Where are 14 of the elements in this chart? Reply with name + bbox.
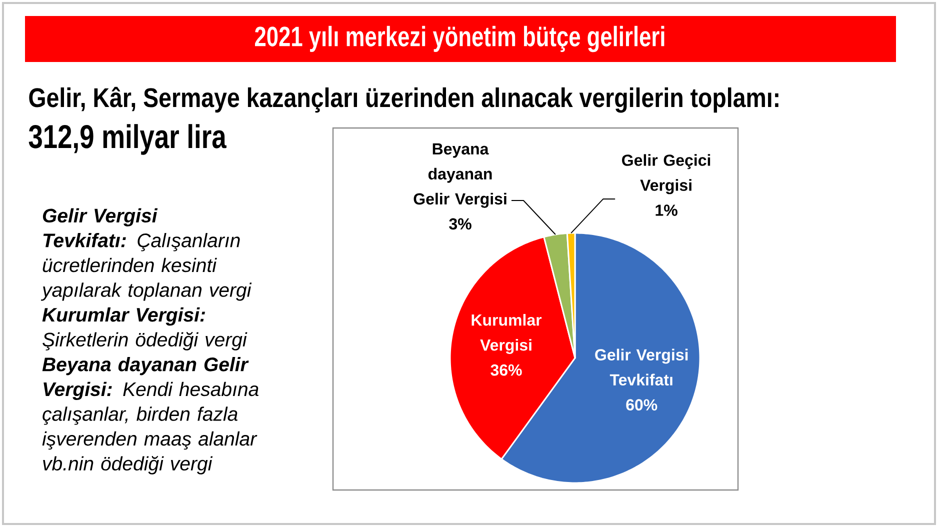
slice-label: Gelir Vergisi Tevkifatı	[595, 348, 688, 386]
slice-label: Kurumlar Vergisi	[472, 314, 542, 354]
text: 312,9 milyar lira	[28, 124, 226, 155]
data-label: 36%	[490, 364, 522, 376]
chart-title: 2021 yılı merkezi yönetim bütçe gelirleri	[255, 26, 664, 52]
text: Beyana dayanan Gelir Vergisi: Kendi hesabına çalışanlar, birden fazla işverenden maaş alanlar vb.nin ödediği vergi	[42, 357, 258, 474]
data-label: 3%	[449, 218, 472, 230]
text: Kurumlar Vergisi: Şirketlerin ödediği vergi	[42, 307, 248, 350]
slice-label: Beyana dayanan Gelir Vergisi	[414, 143, 506, 208]
text: Gelir Vergisi Tevkifatı: Çalışanların ücretlerinden kesinti yapılarak toplanan vergi	[40, 208, 252, 301]
data-label: 60%	[626, 399, 658, 410]
chart-subtitle: Gelir, Kâr, Sermaye kazançları üzerinden alınacak vergilerin toplamı:	[29, 86, 778, 113]
data-label: 1%	[656, 204, 678, 216]
slice-label: Gelir Geçici Vergisi	[622, 154, 710, 194]
